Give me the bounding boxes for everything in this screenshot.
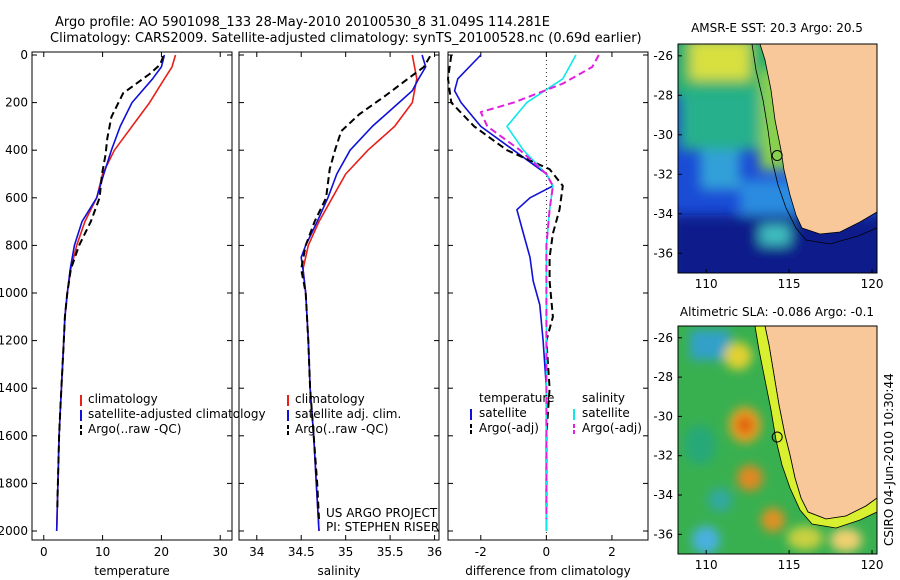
x-tick-label: 10 [95,545,110,559]
y-tick-label: 0 [20,48,28,62]
x-tick-label: 34 [249,545,264,559]
y-tick-label: 200 [5,96,28,110]
figure-title: Argo profile: AO 5901098_133 28-May-2010… [55,15,550,30]
map-y-tick-label: -36 [653,527,673,541]
map-x-tick-label: 115 [778,558,801,572]
project-annotation: US ARGO PROJECT [326,506,438,520]
sst-map-frame [677,43,878,274]
sla-map-panel: Altimetric SLA: -0.086 Argo: -0.1 110 115… [653,305,883,572]
sla-map-title: Altimetric SLA: -0.086 Argo: -0.1 [680,305,874,319]
x-tick-label: 36 [427,545,442,559]
plot-frame [31,51,233,541]
legend-title: temperature [479,391,554,405]
sst-map-ticks: 110 115 120 -26 -28 -30 -32 -34 -36 [653,49,883,291]
sla-map-frame [677,325,878,555]
csiro-timestamp: CSIRO 04-Jun-2010 10:30:44 [882,373,896,546]
x-tick-label: 0 [40,545,48,559]
legend-label: climatology [295,392,365,406]
series-line-argo-raw-qc- [56,55,165,508]
map-x-tick-label: 120 [861,558,884,572]
map-y-tick-label: -28 [653,88,673,102]
series-line-salinity-satellite [506,54,577,531]
sst-shelf-contour [751,44,877,245]
sst-map-title: AMSR-E SST: 20.3 Argo: 20.5 [691,21,863,35]
legend: temperature salinitysatelliteArgo(-adj)sa… [470,391,642,435]
x-tick-label: 35 [338,545,353,559]
y-tick-label: 1200 [0,334,28,348]
map-y-tick-label: -26 [653,49,673,63]
x-tick-label: -2 [475,545,487,559]
map-y-tick-label: -30 [653,409,673,423]
legend-label: Argo(-adj) [479,421,539,435]
x-tick-label: 30 [213,545,228,559]
map-x-tick-label: 115 [778,277,801,291]
project-annotation: PI: STEPHEN RISER [326,520,439,534]
map-x-tick-label: 110 [695,558,718,572]
y-tick-label: 1600 [0,429,28,443]
series-line-temperature-argo-adj- [447,54,564,508]
figure-subtitle: Climatology: CARS2009. Satellite-adjuste… [50,31,642,46]
map-y-tick-label: -32 [653,449,673,463]
map-y-tick-label: -34 [653,488,673,502]
series-line-climatology [302,54,418,532]
legend-label: satellite adj. clim. [295,407,401,421]
series-line-salinity-argo-adj- [479,54,600,520]
map-y-tick-label: -32 [653,167,673,181]
map-y-tick-label: -30 [653,128,673,142]
sst-land [759,44,877,235]
series-line-satellite-adj-clim- [300,54,427,532]
plot-frame [238,51,440,541]
series-line-argo-raw-qc- [300,55,431,520]
sst-map-field [678,44,877,273]
series-line-climatology [55,54,177,532]
temperature-panel: 0 10 20 30 0 200 400 600 800 1000 1200 1400 1600 1800… [0,48,266,578]
y-tick-label: 1400 [0,381,28,395]
x-tick-label: 35.5 [377,545,404,559]
salinity-panel: 34 34.5 35 35.5 36 salinity climatologysatelli… [238,51,442,578]
map-y-tick-label: -36 [653,246,673,260]
y-tick-label: 600 [5,191,28,205]
y-tick-label: 400 [5,143,28,157]
x-tick-label: 34.5 [288,545,315,559]
x-axis-label: difference from climatology [465,564,631,578]
legend-label: Argo(-adj) [582,421,642,435]
legend-label: satellite-adjusted climatology [88,407,266,421]
sla-shelf-band [754,326,877,529]
sla-float-marker [771,431,783,443]
x-axis-label: salinity [317,564,360,578]
x-tick-label: 0 [543,545,551,559]
sla-map-field [678,326,877,554]
legend-label: climatology [88,392,158,406]
y-tick-label: 2000 [0,524,28,538]
difference-panel: -2 0 2 difference from climatology temperatu… [447,51,649,578]
legend-label: satellite [479,406,527,420]
y-tick-label: 800 [5,238,28,252]
x-tick-label: 2 [608,545,616,559]
legend-label: Argo(..raw -QC) [295,422,388,436]
sla-map-ticks: 110 115 120 -26 -28 -30 -32 -34 -36 [653,331,883,572]
map-y-tick-label: -26 [653,331,673,345]
legend-title: salinity [582,391,625,405]
y-tick-label: 1000 [0,286,28,300]
map-y-tick-label: -28 [653,370,673,384]
plot-frame [447,51,649,541]
map-x-tick-label: 120 [861,277,884,291]
map-x-tick-label: 110 [695,277,718,291]
series-line-temperature-satellite [453,54,554,531]
y-tick-label: 1800 [0,476,28,490]
legend-label: Argo(..raw -QC) [88,422,181,436]
x-axis-label: temperature [94,564,169,578]
legend-label: satellite [582,406,630,420]
x-tick-label: 20 [154,545,169,559]
sst-map-panel: AMSR-E SST: 20.3 Argo: 20.5 110 115 120 -26… [653,21,883,291]
sst-float-marker [771,150,783,162]
map-y-tick-label: -34 [653,207,673,221]
